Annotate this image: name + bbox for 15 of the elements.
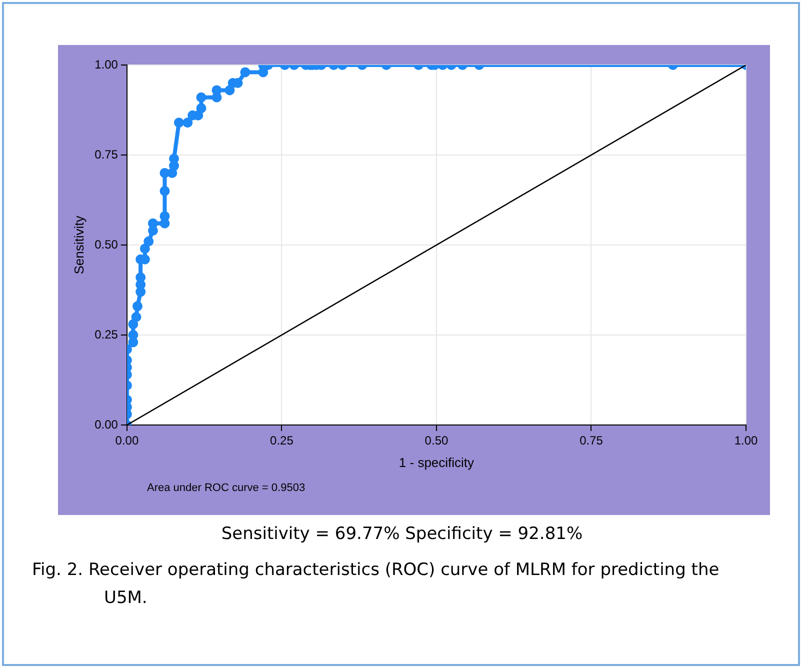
x-tick-label: 0.75	[580, 434, 604, 448]
y-tick-label: 0.50	[94, 237, 118, 252]
x-tick-label: 1.00	[734, 434, 758, 448]
x-tick-label: 0.25	[270, 434, 294, 448]
y-tick-label: 0.00	[94, 417, 118, 432]
caption: Fig. 2. Receiver operating characteristics (ROC) curve of MLRM for predicting the U5M.	[32, 559, 720, 610]
x-axis-title: 1 - specificity	[398, 454, 475, 470]
y-tick-label: 0.75	[94, 147, 118, 162]
text: Area under ROC curve = 0.9503	[147, 482, 306, 494]
y-tick-label: 0.25	[94, 327, 118, 342]
x-tick-label: 0.50	[424, 434, 448, 448]
y-axis-title: Sensitivity	[71, 215, 86, 274]
text: Sensitivity = 69.77% Specificity = 92.81%	[220, 524, 584, 544]
y-tick-label: 1.00	[94, 57, 118, 72]
x-tick-label: 0.00	[115, 434, 139, 448]
